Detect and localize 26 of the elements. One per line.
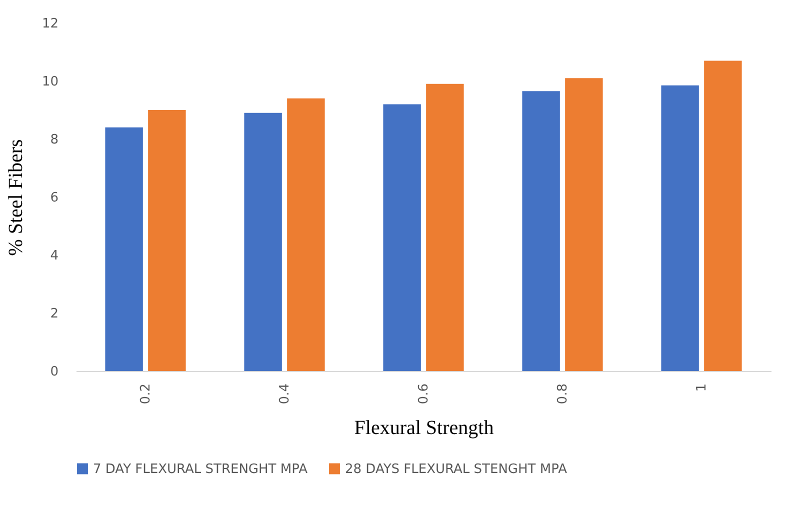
bar (661, 85, 699, 371)
bar (565, 78, 603, 371)
bar (704, 60, 742, 371)
x-axis-title: Flexural Strength (354, 417, 494, 440)
y-tick-label: 0 (50, 364, 58, 380)
x-tick-label: 0.8 (556, 384, 570, 404)
y-tick-label: 8 (50, 132, 58, 148)
bar (426, 84, 464, 371)
legend-label: 7 DAY FLEXURAL STRENGHT MPA (93, 462, 308, 477)
bar (383, 104, 421, 371)
y-tick-label: 6 (50, 190, 58, 206)
y-tick-label: 4 (50, 248, 58, 264)
x-tick-label: 1 (694, 384, 710, 392)
bar (287, 98, 325, 371)
y-axis-title: % Steel Fibers (4, 138, 27, 256)
bar (244, 112, 282, 371)
x-tick-label: 0.6 (416, 384, 432, 404)
x-tick-label: 0.2 (138, 384, 154, 404)
legend-label: 28 DAYS FLEXURAL STENGHT MPA (345, 462, 568, 477)
y-tick-label: 2 (50, 306, 58, 322)
bar (105, 127, 143, 371)
x-tick-label: 0.4 (278, 384, 292, 404)
bar (148, 110, 186, 371)
y-tick-label: 10 (42, 74, 58, 90)
bar (522, 91, 560, 371)
y-tick-label: 12 (42, 16, 58, 32)
